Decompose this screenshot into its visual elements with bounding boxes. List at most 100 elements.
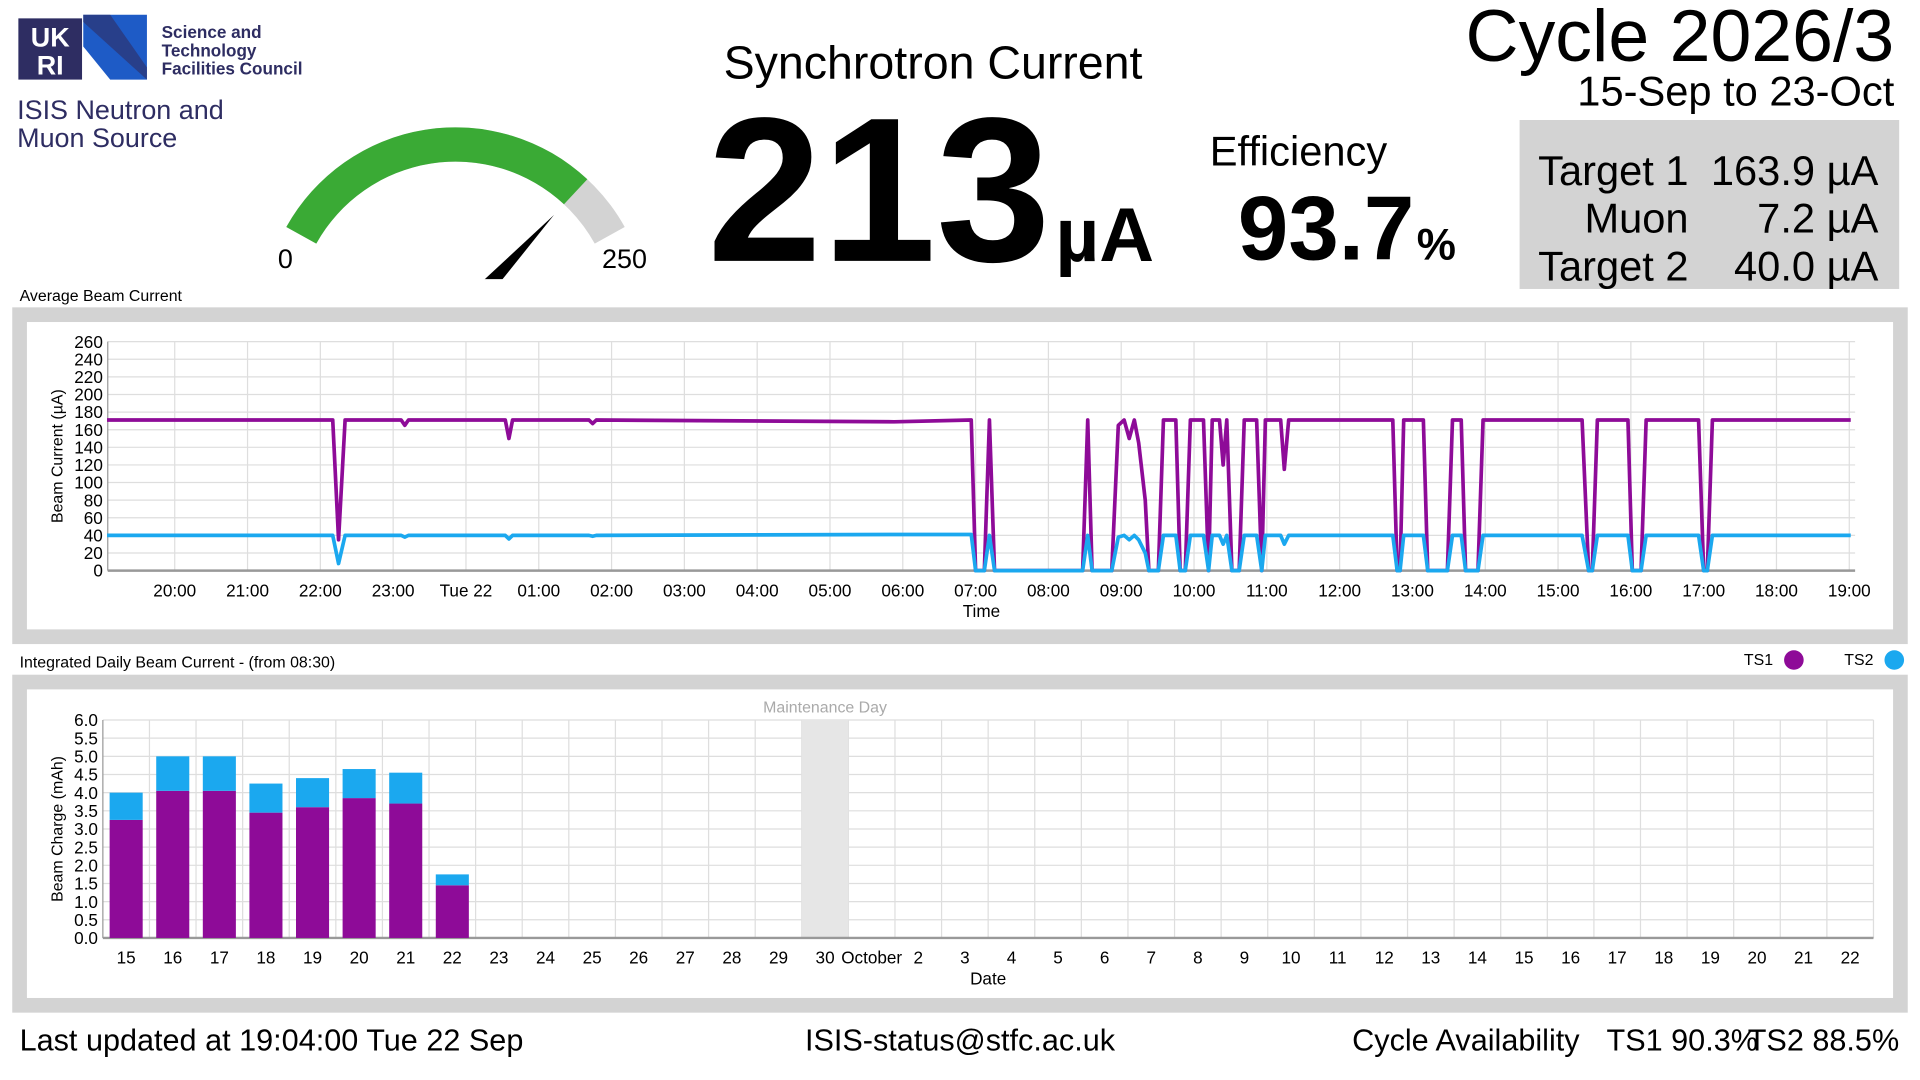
y-axis-label: Beam Current (µA) (49, 389, 66, 523)
bar (435, 885, 469, 938)
y-tick-label: 180 (74, 402, 103, 422)
y-tick-label: 60 (84, 508, 103, 528)
x-tick-label: 19 (303, 948, 322, 968)
x-tick-label: 07:00 (954, 580, 997, 600)
bar (435, 874, 469, 886)
x-tick-label: 10:00 (1173, 580, 1216, 600)
efficiency-value: 93.7 (1238, 179, 1414, 280)
y-tick-label: 80 (84, 490, 103, 510)
bar (156, 790, 190, 938)
x-tick-label: 02:00 (590, 580, 633, 600)
x-tick-label: 26 (629, 948, 648, 968)
annotation-band (801, 720, 849, 938)
y-tick-label: 0.5 (74, 910, 98, 930)
y-tick-label: 2.5 (74, 837, 98, 857)
x-tick-label: 3 (960, 948, 970, 968)
bar (156, 756, 190, 791)
y-tick-label: 5.0 (74, 746, 98, 766)
x-axis-label: Time (963, 601, 1000, 621)
chart-title: Integrated Daily Beam Current - (from 08… (20, 654, 336, 671)
x-tick-label: 15 (117, 948, 136, 968)
bar (249, 783, 283, 813)
y-tick-label: 140 (74, 437, 103, 457)
x-tick-label: 16 (1561, 948, 1580, 968)
cycle-dates: 15-Sep to 23-Oct (1577, 67, 1894, 114)
council-text: Technology (162, 40, 257, 60)
y-tick-label: 4.5 (74, 765, 98, 785)
panel-inner (26, 322, 1894, 630)
x-tick-label: Tue 22 (440, 580, 493, 600)
x-tick-label: 21 (1794, 948, 1813, 968)
x-tick-label: 27 (676, 948, 695, 968)
line-series (107, 532, 1851, 573)
x-tick-label: 10 (1282, 948, 1301, 968)
target-value: 163.9 µA (1711, 147, 1879, 194)
efficiency-unit: % (1417, 221, 1456, 270)
y-tick-label: 100 (74, 473, 103, 493)
source-text: ISIS Neutron and (17, 95, 224, 125)
x-tick-label: 28 (722, 948, 741, 968)
y-tick-label: 1.5 (74, 874, 98, 894)
footer-ts2: TS2 88.5% (1748, 1024, 1899, 1058)
x-tick-label: 16:00 (1609, 580, 1652, 600)
x-tick-label: 9 (1240, 948, 1250, 968)
gauge-min: 0 (278, 244, 293, 274)
x-tick-label: 22 (443, 948, 462, 968)
x-tick-label: 30 (816, 948, 835, 968)
gauge-needle-group (484, 215, 554, 280)
legend-label: TS1 (1744, 652, 1773, 669)
bar (342, 798, 376, 938)
x-tick-label: 08:00 (1027, 580, 1070, 600)
council-text: Facilities Council (162, 59, 303, 79)
bar (389, 772, 423, 804)
logo-shape (83, 14, 147, 80)
x-tick-label: 21:00 (226, 580, 269, 600)
y-tick-label: 0 (93, 561, 103, 581)
x-tick-label: 05:00 (809, 580, 852, 600)
bar (249, 812, 283, 938)
bar (389, 803, 423, 938)
y-axis-label: Beam Charge (mAh) (49, 756, 66, 902)
bar (202, 790, 236, 938)
y-tick-label: 160 (74, 420, 103, 440)
footer-ts1: TS1 90.3% (1607, 1024, 1758, 1058)
x-tick-label: 09:00 (1100, 580, 1143, 600)
x-tick-label: 12:00 (1318, 580, 1361, 600)
x-tick-label: 20 (350, 948, 369, 968)
y-tick-label: 20 (84, 543, 103, 563)
x-tick-label: 13:00 (1391, 580, 1434, 600)
x-tick-label: 23 (489, 948, 508, 968)
target-name: Target 2 (1538, 242, 1688, 289)
targets-box (1519, 120, 1900, 289)
logo-text: RI (37, 51, 64, 81)
x-tick-label: 04:00 (736, 580, 779, 600)
bar (202, 756, 236, 791)
x-tick-label: 2 (914, 948, 924, 968)
x-tick-label: 18 (256, 948, 275, 968)
x-tick-label: 14 (1468, 948, 1488, 968)
gauge-needle (484, 215, 554, 280)
chart-title: Average Beam Current (20, 288, 183, 305)
x-tick-label: 22:00 (299, 580, 342, 600)
cycle-title: Cycle 2026/3 (1466, 0, 1895, 77)
y-tick-label: 0.0 (74, 928, 98, 948)
legend-swatch (1884, 650, 1905, 670)
x-tick-label: 22 (1841, 948, 1860, 968)
y-tick-label: 220 (74, 367, 103, 387)
x-tick-label: 18 (1654, 948, 1673, 968)
efficiency-label: Efficiency (1210, 127, 1388, 174)
x-tick-label: 4 (1007, 948, 1017, 968)
y-tick-label: 240 (74, 349, 103, 369)
x-tick-label: 24 (536, 948, 556, 968)
x-tick-label: 17 (210, 948, 229, 968)
x-tick-label: October (841, 948, 902, 968)
y-tick-label: 3.5 (74, 801, 98, 821)
x-tick-label: 8 (1193, 948, 1203, 968)
x-tick-label: 20:00 (153, 580, 196, 600)
y-tick-label: 3.0 (74, 819, 98, 839)
x-tick-label: 14:00 (1464, 580, 1507, 600)
x-tick-label: 18:00 (1755, 580, 1798, 600)
legend-label: TS2 (1844, 652, 1873, 669)
current-unit: µA (1056, 193, 1155, 278)
